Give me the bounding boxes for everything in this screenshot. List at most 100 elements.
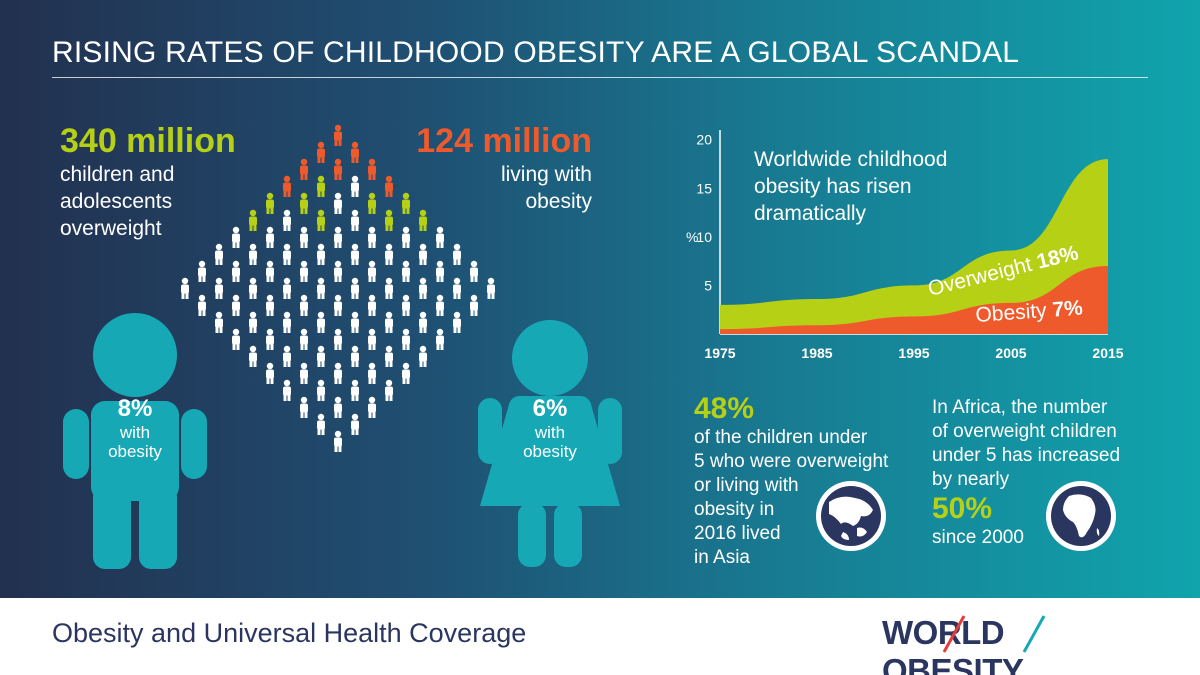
person-icon: [436, 226, 444, 248]
person-icon: [368, 396, 376, 418]
person-icon: [351, 413, 359, 435]
person-icon: [453, 243, 461, 265]
logo-text: WORLD OBESITY: [882, 614, 1024, 675]
person-icon: [351, 209, 359, 231]
person-icon: [453, 277, 461, 299]
chart-caption-line3: dramatically: [754, 202, 867, 225]
x-tick-label: 1975: [704, 345, 735, 361]
person-icon: [368, 294, 376, 316]
person-icon: [266, 192, 274, 214]
asia-line4: obesity in: [694, 499, 775, 520]
boy-pct: 8%: [117, 395, 153, 422]
overweight-area: [720, 159, 1108, 334]
chart-caption-line1: Worldwide childhood: [754, 148, 948, 171]
x-tick-label: 1985: [801, 345, 832, 361]
person-icon: [215, 277, 223, 299]
obesity-series-label: Obesity 7%: [975, 297, 1084, 327]
person-icon: [266, 260, 274, 282]
person-icon: [300, 260, 308, 282]
person-icon: [419, 277, 427, 299]
boy-figure-icon: [63, 313, 207, 569]
asia-line5: 2016 lived: [694, 523, 781, 544]
title-divider: [52, 77, 1148, 78]
person-icon: [232, 226, 240, 248]
person-icon: [300, 396, 308, 418]
boy-line2: obesity: [108, 442, 162, 461]
person-icon: [249, 311, 257, 333]
person-icon: [419, 209, 427, 231]
africa-line5: since 2000: [932, 527, 1024, 548]
asia-line2: 5 who were overweight: [694, 451, 889, 472]
obesity-line1: living with: [500, 163, 592, 186]
chart-caption: Worldwide childhood obesity has risen dr…: [754, 146, 1024, 227]
person-icon: [334, 226, 342, 248]
person-icon: [317, 413, 325, 435]
person-icon: [283, 175, 291, 197]
world-obesity-logo: WORLD OBESITY: [882, 614, 1152, 675]
person-icon: [300, 192, 308, 214]
person-icon: [334, 430, 342, 452]
person-icon: [402, 328, 410, 350]
person-icon: [351, 379, 359, 401]
logo-slash-icon: [942, 615, 1046, 653]
person-icon: [487, 277, 495, 299]
person-icon: [334, 396, 342, 418]
person-icon: [436, 260, 444, 282]
person-icon: [317, 141, 325, 163]
asia-line1: of the children under: [694, 427, 868, 448]
x-tick-label: 2015: [1092, 345, 1123, 361]
y-tick-label: 15: [696, 180, 712, 196]
person-icon: [368, 328, 376, 350]
girl-pct: 6%: [532, 395, 568, 422]
person-icon: [334, 192, 342, 214]
footer: Obesity and Universal Health Coverage WO…: [0, 598, 1200, 675]
person-icon: [470, 260, 478, 282]
person-icon: [334, 294, 342, 316]
footer-text: Obesity and Universal Health Coverage: [52, 618, 527, 648]
obesity-area: [720, 266, 1108, 334]
x-tick-label: 2005: [995, 345, 1026, 361]
boy-stat: 8% with obesity: [90, 395, 180, 461]
person-icon: [453, 311, 461, 333]
person-icon: [266, 328, 274, 350]
person-icon: [317, 311, 325, 333]
asia-stat: 48% of the children under 5 who were ove…: [694, 392, 904, 570]
girl-line2: obesity: [523, 442, 577, 461]
person-icon: [266, 294, 274, 316]
y-tick-label: 5: [704, 277, 712, 293]
person-icon: [351, 345, 359, 367]
person-icon: [317, 277, 325, 299]
obesity-stat: 124 million living with obesity: [392, 122, 592, 215]
y-axis-label: %: [686, 229, 698, 245]
children-crowd-icon: [181, 124, 495, 452]
asia-line6: in Asia: [694, 547, 750, 568]
person-icon: [283, 209, 291, 231]
person-icon: [368, 260, 376, 282]
person-icon: [436, 294, 444, 316]
person-icon: [215, 243, 223, 265]
person-icon: [334, 328, 342, 350]
person-icon: [385, 277, 393, 299]
person-icon: [351, 243, 359, 265]
person-icon: [283, 345, 291, 367]
person-icon: [317, 243, 325, 265]
africa-line1: In Africa, the number: [932, 397, 1108, 418]
person-icon: [283, 379, 291, 401]
person-icon: [334, 260, 342, 282]
person-icon: [385, 175, 393, 197]
person-icon: [300, 328, 308, 350]
person-icon: [402, 294, 410, 316]
person-icon: [283, 277, 291, 299]
boy-line1: with: [119, 423, 151, 442]
person-icon: [198, 260, 206, 282]
overweight-stat: 340 million children and adolescents ove…: [60, 122, 300, 242]
girl-figure-icon: [478, 320, 622, 567]
overweight-line3: overweight: [60, 217, 162, 240]
person-icon: [215, 311, 223, 333]
person-icon: [351, 175, 359, 197]
person-icon: [232, 294, 240, 316]
africa-stat: In Africa, the number of overweight chil…: [932, 396, 1142, 550]
person-icon: [249, 209, 257, 231]
person-icon: [470, 294, 478, 316]
